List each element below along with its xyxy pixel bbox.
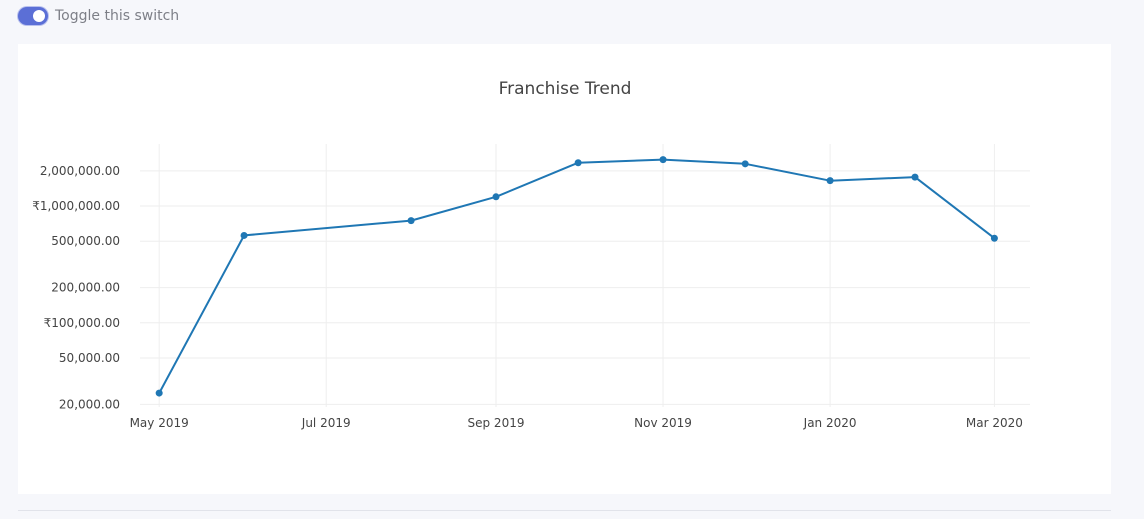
toggle-label: Toggle this switch (55, 8, 180, 24)
chart-card: Franchise Trend May 2019 Jul 2019 Sep 2019… (18, 44, 1111, 494)
x-tick-label: Jul 2019 (301, 416, 351, 430)
y-tick-label: ₹1,000,000.00 (32, 199, 120, 213)
x-tick-label: Jan 2020 (803, 416, 857, 430)
data-point (826, 177, 834, 185)
data-point (240, 231, 248, 239)
series-layer (155, 156, 998, 397)
y-tick-label: 200,000.00 (51, 281, 120, 295)
data-point (990, 234, 998, 242)
x-tick-label: Sep 2019 (468, 416, 525, 430)
data-point (492, 193, 500, 201)
axis-layer: May 2019 Jul 2019 Sep 2019 Nov 2019 Jan 2020… (32, 164, 1023, 430)
chart-title: Franchise Trend (499, 79, 632, 99)
data-point (407, 217, 415, 225)
data-point (741, 160, 749, 168)
grid-layer (140, 144, 1030, 407)
y-tick-label: 20,000.00 (59, 397, 120, 411)
toggle-switch[interactable] (18, 7, 48, 25)
data-point (911, 173, 919, 181)
y-tick-label: 2,000,000.00 (40, 164, 120, 178)
franchise-trend-chart: Franchise Trend May 2019 Jul 2019 Sep 2019… (32, 79, 1030, 430)
bottom-divider (18, 510, 1111, 511)
x-tick-label: Nov 2019 (634, 416, 692, 430)
series-line (158, 158, 996, 394)
toggle-knob (33, 10, 45, 22)
toggle-row: Toggle this switch (18, 5, 179, 27)
data-point (155, 389, 163, 397)
y-tick-label: 500,000.00 (51, 234, 120, 248)
data-point (574, 159, 582, 167)
x-tick-label: Mar 2020 (966, 416, 1023, 430)
y-tick-label: 50,000.00 (59, 351, 120, 365)
data-point (659, 156, 667, 164)
y-tick-label: ₹100,000.00 (44, 316, 120, 330)
x-tick-label: May 2019 (130, 416, 189, 430)
